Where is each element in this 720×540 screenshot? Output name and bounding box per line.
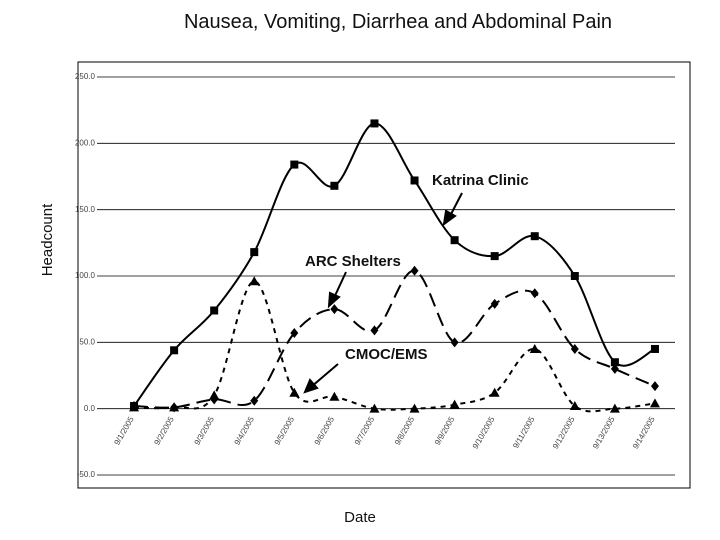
marker — [329, 391, 340, 401]
x-tick-label: 9/12/2005 — [551, 415, 577, 451]
marker — [649, 398, 660, 408]
y-tick-label: 150.0 — [75, 205, 96, 214]
x-axis-label: Date — [344, 509, 376, 526]
series-label: ARC Shelters — [305, 253, 401, 270]
marker — [290, 328, 299, 339]
series-label: Katrina Clinic — [432, 172, 529, 189]
annotation-arrows — [303, 192, 463, 394]
x-tick-label: 9/4/2005 — [233, 415, 257, 447]
y-axis-label: Headcount — [39, 203, 56, 276]
x-tick-label: 9/6/2005 — [313, 415, 337, 447]
marker — [290, 160, 299, 169]
marker — [610, 363, 619, 374]
marker — [330, 181, 339, 190]
marker — [289, 387, 300, 397]
y-tick-label: 0.0 — [84, 404, 96, 413]
marker — [370, 325, 379, 336]
x-tick-label: 9/13/2005 — [591, 415, 617, 451]
marker — [249, 276, 260, 286]
marker — [650, 381, 659, 392]
series-line — [134, 269, 656, 409]
marker — [410, 176, 419, 185]
marker — [449, 399, 460, 409]
marker — [210, 306, 219, 315]
x-tick-label: 9/3/2005 — [193, 415, 217, 447]
series-label: CMOC/EMS — [345, 346, 428, 363]
marker — [369, 403, 380, 413]
x-tick-label: 9/5/2005 — [273, 415, 297, 447]
marker — [250, 395, 259, 406]
marker — [569, 401, 580, 411]
marker — [209, 390, 220, 400]
y-tick-label: 200.0 — [75, 138, 96, 147]
marker — [489, 387, 500, 397]
y-tick-label: 100.0 — [75, 271, 96, 280]
marker — [530, 232, 539, 241]
marker — [330, 304, 339, 315]
marker — [530, 288, 539, 299]
y-tick-label: 50.0 — [79, 337, 95, 346]
x-tick-label: 9/11/2005 — [511, 415, 537, 450]
marker — [609, 403, 620, 413]
marker — [250, 248, 259, 257]
marker — [169, 402, 180, 412]
marker — [170, 346, 179, 355]
marker — [570, 272, 579, 280]
y-tick-label: 250.0 — [75, 72, 96, 81]
marker — [490, 298, 499, 309]
chart-title: Nausea, Vomiting, Diarrhea and Abdominal… — [184, 11, 612, 33]
marker — [129, 402, 140, 412]
marker — [490, 252, 499, 261]
x-tick-label: 9/10/2005 — [471, 415, 497, 451]
marker — [450, 236, 459, 245]
marker — [529, 343, 540, 353]
series-line — [134, 280, 656, 413]
x-tick-label: 9/14/2005 — [631, 415, 657, 451]
x-tick-label: 9/2/2005 — [152, 415, 176, 447]
y-tick-label: -50.0 — [77, 470, 96, 479]
marker — [450, 337, 459, 348]
marker — [409, 403, 420, 413]
x-tick-label: 9/8/2005 — [393, 415, 417, 447]
marker — [650, 344, 659, 353]
marker — [410, 265, 419, 276]
x-tick-label: 9/9/2005 — [433, 415, 457, 447]
x-tick-label: 9/7/2005 — [353, 415, 377, 447]
x-tick-label: 9/1/2005 — [112, 415, 136, 447]
marker — [370, 119, 379, 128]
plot-frame — [77, 61, 691, 489]
marker — [610, 358, 619, 367]
marker — [570, 343, 579, 354]
